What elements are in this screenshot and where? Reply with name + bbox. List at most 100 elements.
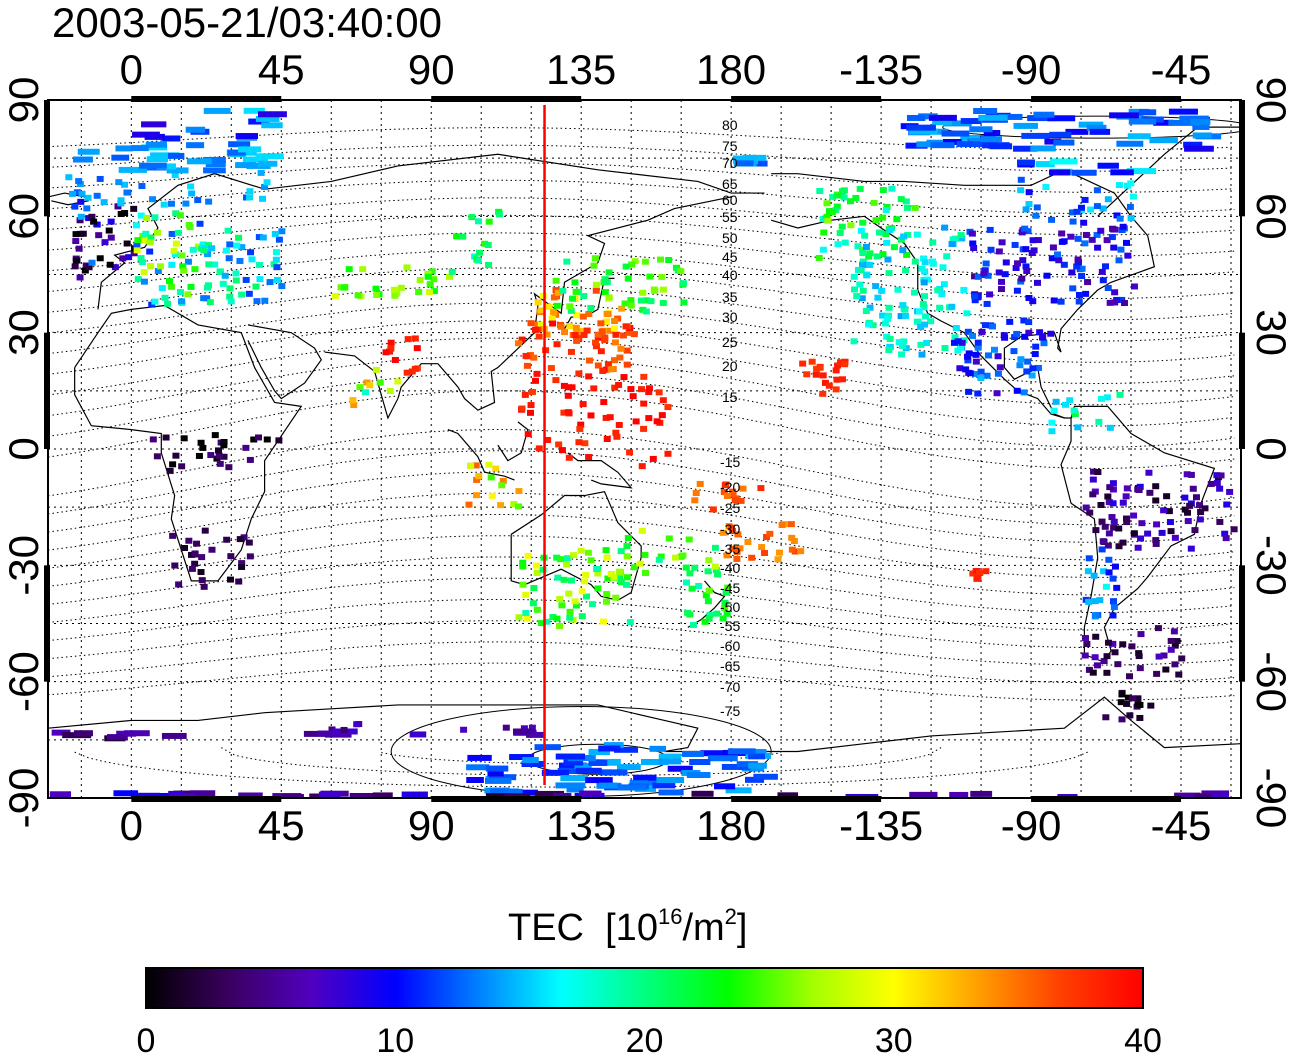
tec-sample (1013, 387, 1021, 394)
tec-sample (1011, 241, 1019, 248)
tec-sample (204, 251, 212, 258)
tec-sample (633, 774, 657, 781)
tec-sample (878, 287, 886, 294)
tec-sample (170, 248, 178, 255)
tec-sample (165, 278, 173, 285)
tec-sample (902, 267, 910, 274)
tec-sample (248, 256, 256, 263)
tec-sample (922, 313, 930, 320)
tec-sample (965, 350, 973, 357)
tec-sample (645, 415, 653, 422)
tec-sample (583, 327, 591, 334)
tec-sample (899, 342, 907, 349)
tec-sample (954, 347, 962, 354)
tec-sample (775, 549, 783, 556)
tec-sample (185, 126, 206, 133)
tec-sample (865, 253, 873, 260)
tec-sample (1092, 612, 1100, 619)
tec-sample (847, 222, 855, 229)
tec-sample (938, 291, 946, 298)
tec-sample (658, 789, 684, 796)
tec-sample (564, 384, 572, 391)
tec-sample (182, 200, 190, 207)
tec-sample (624, 275, 632, 282)
colorbar-tick-label: 20 (626, 1022, 664, 1057)
tec-sample (132, 222, 140, 229)
tec-sample (1115, 257, 1123, 264)
tec-sample (426, 289, 434, 296)
tec-sample (537, 307, 545, 314)
tec-sample (706, 611, 714, 618)
tec-sample (1149, 137, 1178, 144)
tec-sample (729, 545, 737, 552)
tec-sample (95, 232, 103, 239)
tec-sample (1104, 196, 1112, 203)
contour-label-north: 25 (722, 334, 738, 350)
tec-sample (1085, 666, 1093, 673)
contour-label-north: 70 (722, 155, 738, 171)
tec-sample (1091, 654, 1099, 661)
tec-sample (309, 793, 328, 798)
tec-sample (1094, 468, 1102, 475)
tec-sample (1134, 695, 1142, 702)
tec-sample (958, 235, 966, 242)
tec-sample (865, 321, 873, 328)
tec-sample (705, 615, 713, 622)
tec-sample (824, 217, 832, 224)
tec-sample (535, 445, 543, 452)
tec-sample (147, 234, 155, 241)
tec-sample (653, 418, 661, 425)
tec-sample (1017, 356, 1025, 363)
tec-sample (1158, 529, 1166, 536)
tec-sample (214, 447, 222, 454)
tec-sample (980, 270, 988, 277)
tec-sample (144, 133, 165, 140)
tec-sample (711, 563, 719, 570)
tec-sample (1171, 534, 1179, 541)
tec-sample (606, 327, 614, 334)
tec-sample (394, 378, 402, 385)
tec-sample (886, 343, 894, 350)
tec-sample (228, 141, 251, 148)
tec-sample (1027, 115, 1054, 122)
tec-sample (403, 264, 411, 271)
tec-sample (998, 239, 1006, 246)
tec-sample (1068, 269, 1076, 276)
tec-sample (859, 219, 867, 226)
tec-sample (667, 765, 693, 772)
tec-sample (235, 162, 257, 169)
tec-sample (552, 377, 560, 384)
tec-sample (994, 353, 1002, 360)
tec-sample (642, 308, 650, 315)
tec-sample (475, 473, 483, 480)
y-tick-label-left: 60 (0, 193, 47, 240)
tec-sample (203, 107, 231, 114)
tec-sample (227, 553, 235, 560)
tec-sample (1108, 234, 1116, 241)
tec-sample (834, 362, 842, 369)
contour-label-south: -55 (720, 618, 740, 634)
tec-sample (169, 461, 177, 468)
tec-sample (603, 554, 611, 561)
tec-sample (983, 372, 991, 379)
tec-sample (549, 614, 557, 621)
tec-sample (566, 303, 574, 310)
coastline (1097, 126, 1241, 217)
tec-sample (1160, 652, 1168, 659)
tec-sample (162, 434, 170, 441)
tec-sample (1130, 283, 1138, 290)
tec-sample (1048, 419, 1056, 426)
tec-sample (1017, 187, 1025, 194)
tec-sample (1083, 641, 1091, 648)
tec-sample (1213, 472, 1221, 479)
tec-sample (1069, 218, 1077, 225)
tec-sample (565, 590, 573, 597)
contour-label-south: -50 (720, 599, 740, 615)
contour-label-north: 55 (722, 209, 738, 225)
tec-sample (645, 385, 653, 392)
tec-sample (1167, 528, 1175, 535)
tec-sample (1106, 299, 1114, 306)
tec-sample (1191, 527, 1199, 534)
tec-sample (191, 560, 199, 567)
tec-sample (191, 550, 199, 557)
